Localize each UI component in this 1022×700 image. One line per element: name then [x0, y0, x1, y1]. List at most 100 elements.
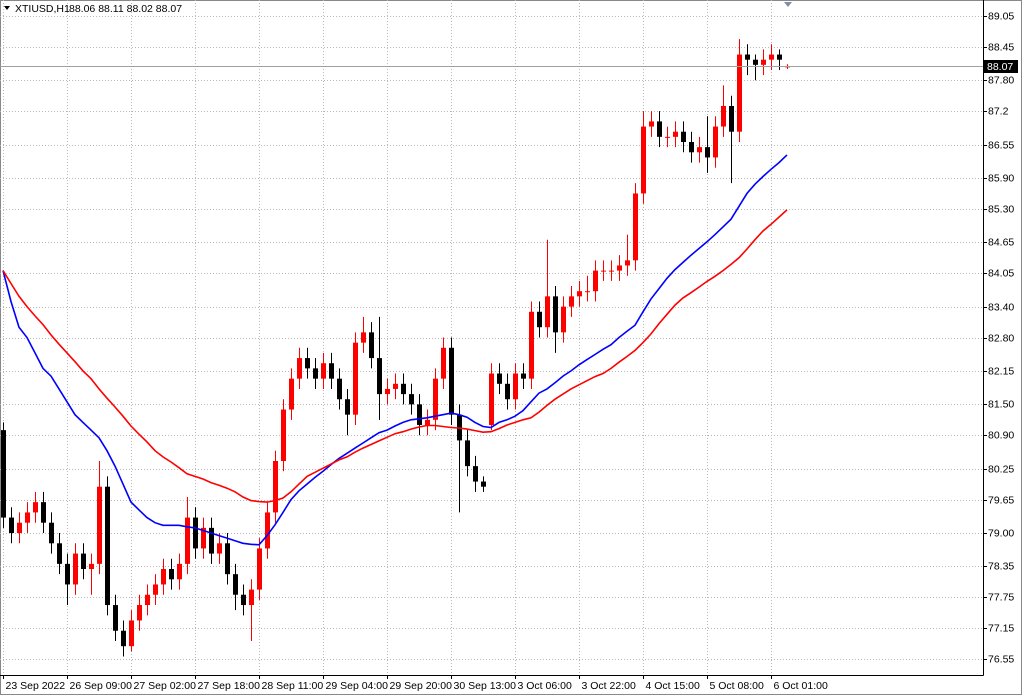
candle-body: [105, 486, 110, 606]
candle-body: [425, 419, 430, 425]
candle-body: [521, 373, 526, 379]
candle-body: [569, 296, 574, 307]
candle-body: [297, 358, 302, 379]
candle-body: [129, 620, 134, 647]
candle-body: [17, 522, 22, 534]
candle-body: [385, 388, 390, 395]
y-tick-label: 85.90: [988, 172, 1014, 184]
y-tick-label: 78.35: [988, 560, 1014, 572]
candle-body: [401, 383, 406, 395]
candle-body: [345, 399, 350, 415]
x-tick-label: 3 Oct 22:00: [582, 680, 636, 692]
candle-body: [161, 569, 166, 585]
candle-body: [497, 373, 502, 384]
candle-body: [641, 126, 646, 194]
candle-body: [625, 260, 630, 266]
y-tick-label: 82.80: [988, 332, 1014, 344]
candle-body: [665, 136, 670, 138]
candle-body: [729, 105, 734, 132]
menu-triangle[interactable]: [4, 6, 10, 10]
candle-body: [369, 332, 374, 359]
candle-body: [505, 383, 510, 400]
candle-body: [121, 630, 126, 647]
candle-body: [593, 270, 598, 292]
y-tick-label: 87.80: [988, 74, 1014, 86]
y-tick-label: 88.45: [988, 41, 1014, 53]
current-price-label: 88.07: [987, 61, 1013, 73]
candle-body: [137, 605, 142, 621]
candle-body: [393, 383, 398, 389]
candle-body: [305, 358, 310, 369]
candle-body: [745, 54, 750, 60]
candle-body: [609, 270, 614, 272]
candle-body: [441, 347, 446, 379]
candle-body: [217, 543, 222, 554]
candle-body: [433, 378, 438, 420]
candle-body: [673, 131, 678, 137]
x-tick-label: 5 Oct 08:00: [710, 680, 764, 692]
candle-body: [273, 460, 278, 513]
candle-body: [337, 378, 342, 400]
candle-body: [25, 512, 30, 523]
candle-body: [721, 105, 726, 127]
candle-body: [113, 605, 118, 631]
candle-body: [233, 574, 238, 595]
candle-body: [201, 527, 206, 549]
candle-body: [377, 358, 382, 395]
y-tick-label: 89.05: [988, 10, 1014, 22]
x-tick-label: 29 Sep 04:00: [326, 680, 389, 692]
candle-body: [601, 270, 606, 272]
y-tick-label: 77.75: [988, 591, 1014, 603]
candle-body: [473, 466, 478, 482]
candle-body: [465, 440, 470, 467]
candle-body: [417, 404, 422, 425]
candle-body: [713, 126, 718, 158]
candle-body: [561, 306, 566, 333]
candle-body: [33, 502, 38, 513]
candle-body: [313, 368, 318, 379]
candle-body: [41, 502, 46, 523]
candle-body: [329, 363, 334, 379]
candle-body: [577, 291, 582, 297]
x-tick-label: 28 Sep 11:00: [262, 680, 324, 692]
candle-body: [585, 291, 590, 293]
candle-body: [481, 481, 486, 487]
candle-body: [705, 147, 710, 158]
candle-body: [681, 131, 686, 142]
x-tick-label: 23 Sep 2022: [6, 680, 66, 692]
y-tick-label: 85.30: [988, 203, 1014, 215]
chart-title: XTIUSD,H1: [15, 3, 70, 15]
candle-body: [169, 569, 174, 580]
candle-body: [257, 548, 262, 590]
candle-body: [57, 543, 62, 564]
candle-body: [193, 517, 198, 549]
candle-body: [265, 512, 270, 549]
candle-body: [697, 147, 702, 153]
candle-body: [241, 594, 246, 606]
shift-marker[interactable]: [784, 2, 792, 7]
candle-body: [657, 121, 662, 137]
candle-body: [353, 342, 358, 415]
candle-body: [617, 265, 622, 271]
candle-body: [65, 563, 70, 585]
plot: [1, 39, 790, 657]
ma-line: [2, 154, 788, 546]
x-tick-label: 3 Oct 06:00: [518, 680, 572, 692]
y-tick-label: 83.40: [988, 301, 1014, 313]
candle-body: [225, 543, 230, 575]
y-tick-label: 87.2: [988, 105, 1009, 117]
candle-body: [777, 54, 782, 60]
x-tick-label: 27 Sep 18:00: [198, 680, 261, 692]
candle-body: [633, 193, 638, 261]
y-tick-label: 77.15: [988, 622, 1014, 634]
candle-body: [537, 311, 542, 328]
candle-body: [145, 594, 150, 606]
candle-body: [529, 311, 534, 379]
ma-line: [2, 209, 788, 503]
candle-body: [281, 409, 286, 461]
x-tick-label: 4 Oct 15:00: [646, 680, 700, 692]
candle-body: [409, 394, 414, 405]
candle-body: [761, 59, 766, 65]
